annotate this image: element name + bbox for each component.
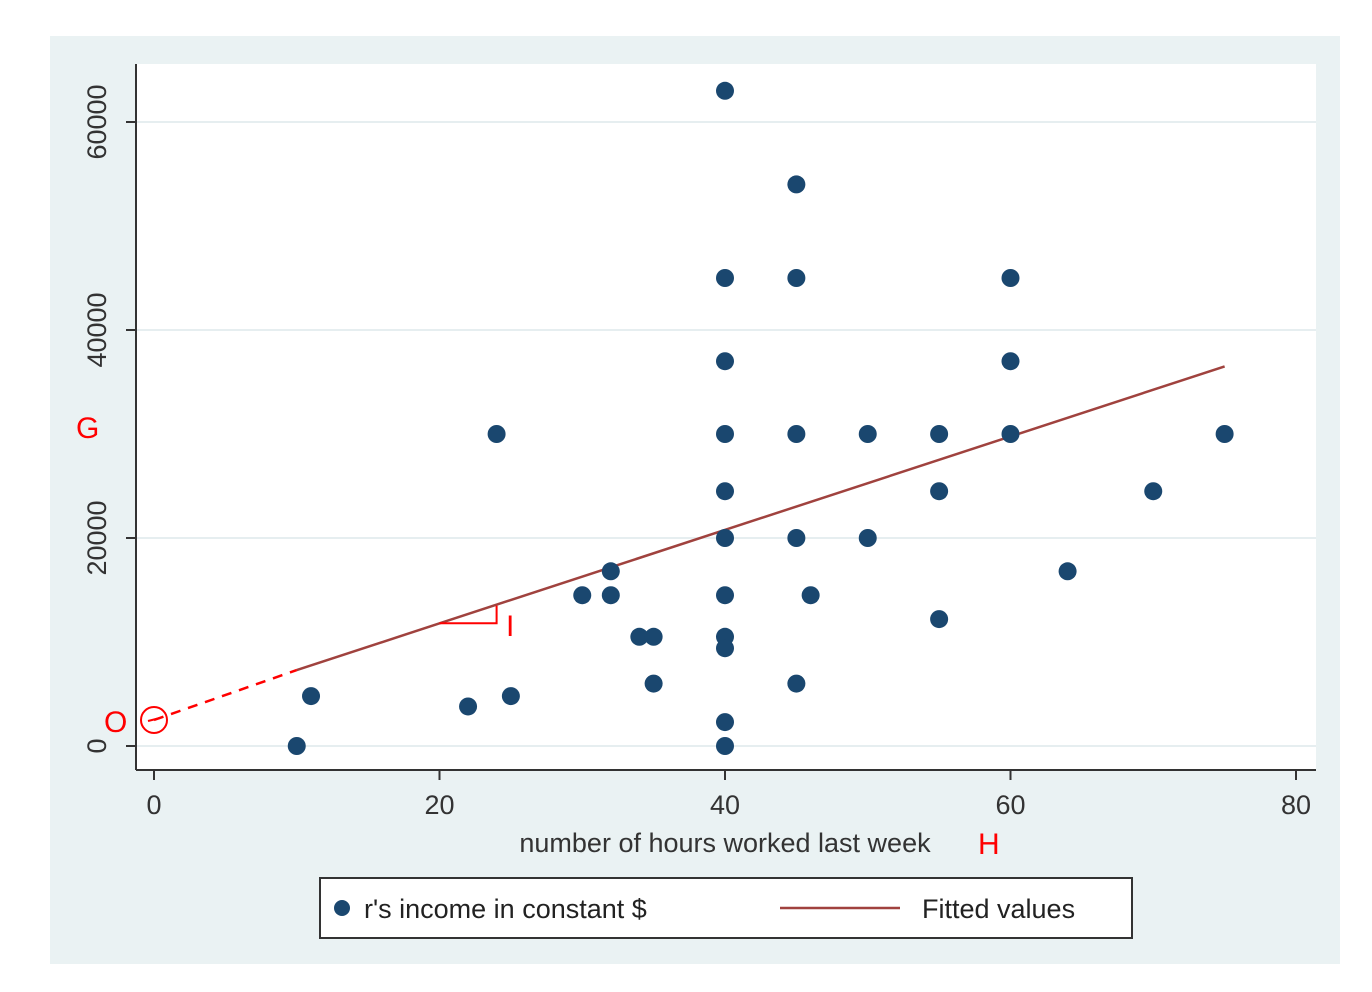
scatter-point [302,687,321,706]
scatter-point [787,269,806,287]
scatter-point [930,482,949,501]
scatter-point [644,674,663,693]
x-tick-label: 20 [424,790,454,820]
annotation-label-o: O [104,706,127,739]
scatter-point [801,586,820,605]
scatter-point [716,81,734,100]
legend: r's income in constant $ Fitted values [319,877,1133,939]
scatter-point [716,529,734,547]
scatter-point [573,586,592,605]
scatter-point [930,610,949,629]
x-tick-label: 0 [146,790,161,820]
scatter-point [601,586,620,605]
y-tick-label: 40000 [82,292,112,367]
data-series [287,81,1234,755]
scatter-point [787,175,806,194]
intercept-extension-dashed [153,668,298,722]
scatter-point [930,425,949,443]
fitted-values-line [296,365,1226,672]
scatter-point [858,529,877,547]
y-tick-label: 0 [82,738,112,753]
legend-label-income: r's income in constant $ [364,894,647,924]
annotation-label-g: G [76,412,99,445]
scatter-point [1144,482,1163,501]
intercept-circle [140,706,168,734]
x-tick-label: 40 [710,790,740,820]
scatter-point [787,425,806,443]
scatter-point [287,737,306,755]
annotation-label-h: H [978,828,1000,861]
tick-labels: 0 20 40 60 80 0 20000 40000 60000 [82,84,1311,820]
scatter-point [487,425,506,443]
scatter-point [644,627,663,646]
x-axis-title: number of hours worked last week [519,828,931,858]
scatter-point [1001,352,1020,371]
x-tick-label: 80 [1281,790,1311,820]
scatter-point [716,352,734,371]
legend-scatter-marker [334,900,350,916]
scatter-point [716,639,734,658]
scatter-point [716,425,734,443]
intercept-circle-mark [147,717,161,722]
scatter-point [716,737,734,755]
scatter-point [1001,269,1020,287]
slope-triangle [439,605,498,625]
x-tick-label: 60 [995,790,1025,820]
scatter-point [858,425,877,443]
scatter-point [716,586,734,605]
annotations: G O I H [76,412,1000,861]
legend-label-fitted: Fitted values [922,894,1075,924]
scatter-point [787,674,806,693]
scatter-point [501,687,520,706]
scatter-point [459,697,478,716]
scatter-point [1001,425,1020,443]
scatter-point [601,562,620,581]
y-tick-label: 60000 [82,84,112,159]
scatter-point [1058,562,1077,581]
scatter-point [716,482,734,501]
scatter-point [630,627,649,646]
legend-box [319,877,1133,939]
annotation-label-i: I [506,610,514,643]
y-tick-label: 20000 [82,500,112,575]
scatter-point [716,713,734,732]
scatter-point [716,269,734,287]
scatter-point [1215,425,1234,443]
scatter-point [787,529,806,547]
